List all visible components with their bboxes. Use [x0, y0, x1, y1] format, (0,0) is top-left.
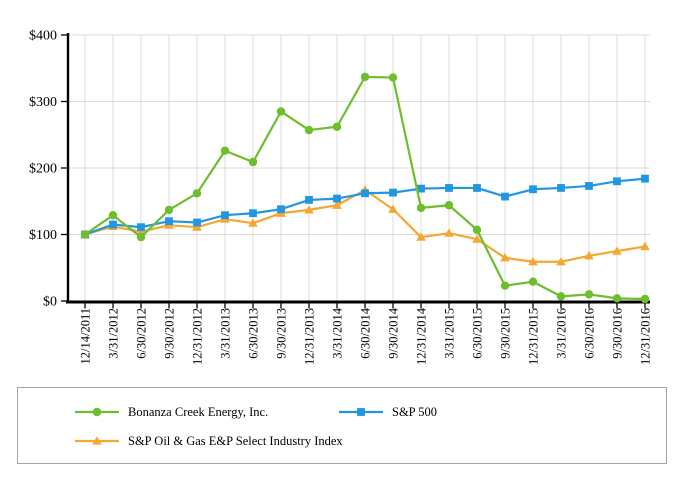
- data-point-triangle: [500, 252, 510, 262]
- legend-marker-square: [339, 408, 383, 416]
- data-point-circle: [500, 281, 510, 290]
- data-point-triangle: [472, 234, 482, 243]
- data-point-circle: [276, 107, 286, 116]
- chart-legend: Bonanza Creek Energy, Inc. S&P 500 S&P O…: [17, 387, 667, 464]
- data-point-square: [557, 184, 565, 192]
- y-tick-label: $200: [29, 162, 57, 177]
- data-point-square: [417, 184, 425, 193]
- data-point-square: [333, 194, 341, 203]
- data-point-square: [529, 185, 537, 194]
- legend-marker-triangle: [75, 436, 119, 445]
- stock-performance-chart: $0 $100 $200 $300 $400 12/14/2011 3/31/2012 6/3…: [29, 29, 653, 365]
- x-tick-label: 12/31/2014: [415, 307, 429, 365]
- legend-label-sp-oil-gas-index: S&P Oil & Gas E&P Select Industry Index: [128, 433, 343, 448]
- data-point-square: [277, 205, 285, 214]
- data-point-square: [109, 220, 117, 229]
- data-point-triangle: [304, 205, 314, 214]
- data-point-square: [221, 211, 229, 220]
- data-point-square: [389, 188, 397, 197]
- data-point-circle: [472, 225, 482, 235]
- data-point-circle: [108, 211, 118, 220]
- x-tick-label: 6/30/2016: [583, 308, 597, 359]
- y-tick-label: $0: [43, 295, 57, 310]
- x-tick-label: 6/30/2012: [135, 308, 149, 359]
- data-point-triangle: [248, 218, 258, 227]
- data-point-square: [165, 217, 173, 226]
- data-point-circle: [220, 146, 230, 155]
- data-point-circle: [304, 125, 314, 135]
- data-point-triangle: [388, 204, 398, 213]
- data-point-triangle: [528, 256, 538, 266]
- data-point-circle: [416, 203, 426, 213]
- x-tick-label: 3/31/2015: [443, 308, 457, 359]
- x-tick-label: 6/30/2014: [359, 307, 373, 358]
- data-point-circle: [192, 189, 202, 198]
- data-point-square: [193, 218, 201, 227]
- x-tick-label: 9/30/2014: [387, 307, 401, 358]
- legend-item-bonanza-creek: Bonanza Creek Energy, Inc.: [75, 404, 268, 420]
- x-tick-label: 12/31/2016: [639, 308, 653, 365]
- legend-marker-circle: [75, 407, 119, 417]
- x-tick-label: 3/31/2016: [555, 308, 569, 359]
- data-point-triangle: [192, 222, 202, 231]
- data-point-circle: [80, 230, 90, 239]
- data-point-triangle: [332, 200, 342, 209]
- data-point-circle: [612, 294, 622, 303]
- data-point-triangle: [640, 241, 650, 251]
- x-tick-label: 6/30/2013: [247, 308, 261, 359]
- data-point-square: [501, 192, 509, 201]
- data-point-triangle: [556, 256, 566, 266]
- data-point-square: [613, 177, 621, 186]
- data-point-circle: [556, 292, 566, 301]
- data-point-triangle: [444, 228, 454, 237]
- data-point-square: [305, 196, 313, 204]
- data-point-circle: [640, 294, 650, 304]
- x-tick-label: 12/31/2015: [527, 308, 541, 365]
- data-point-square: [361, 189, 369, 198]
- data-point-circle: [360, 72, 370, 82]
- data-point-circle: [528, 277, 538, 286]
- x-tick-label: 9/30/2012: [163, 308, 177, 359]
- y-tick-label: $100: [29, 228, 57, 243]
- legend-item-sp500: S&P 500: [339, 404, 437, 420]
- data-point-circle: [388, 73, 398, 82]
- x-tick-label: 3/31/2012: [107, 308, 121, 359]
- data-point-square: [249, 209, 257, 218]
- legend-label-sp500: S&P 500: [392, 404, 438, 419]
- x-tick-label: 12/31/2013: [303, 308, 317, 365]
- data-point-square: [585, 182, 593, 190]
- data-point-square: [473, 184, 481, 192]
- x-tick-label: 3/31/2013: [219, 308, 233, 359]
- data-point-circle: [584, 290, 594, 299]
- x-tick-label: 6/30/2015: [471, 308, 485, 359]
- data-point-circle: [136, 232, 146, 242]
- x-tick-label: 9/30/2013: [275, 308, 289, 359]
- data-point-circle: [248, 157, 258, 167]
- data-point-circle: [164, 205, 174, 215]
- y-tick-label: $400: [29, 29, 57, 44]
- x-tick-label: 9/30/2015: [499, 308, 513, 359]
- y-tick-label: $300: [29, 95, 57, 110]
- x-tick-label: 12/14/2011: [79, 308, 93, 364]
- data-point-circle: [444, 201, 454, 210]
- data-point-square: [641, 174, 649, 183]
- data-point-triangle: [416, 232, 426, 241]
- legend-label-bonanza-creek: Bonanza Creek Energy, Inc.: [128, 404, 269, 419]
- data-point-triangle: [612, 246, 622, 255]
- x-tick-label: 3/31/2014: [331, 307, 345, 358]
- x-tick-label: 12/31/2012: [191, 308, 205, 365]
- data-point-square: [445, 184, 453, 192]
- data-point-circle: [332, 122, 342, 131]
- data-point-triangle: [584, 250, 594, 260]
- data-point-square: [137, 223, 145, 232]
- x-tick-label: 9/30/2016: [611, 308, 625, 359]
- legend-item-sp-oil-gas-index: S&P Oil & Gas E&P Select Industry Index: [75, 433, 343, 449]
